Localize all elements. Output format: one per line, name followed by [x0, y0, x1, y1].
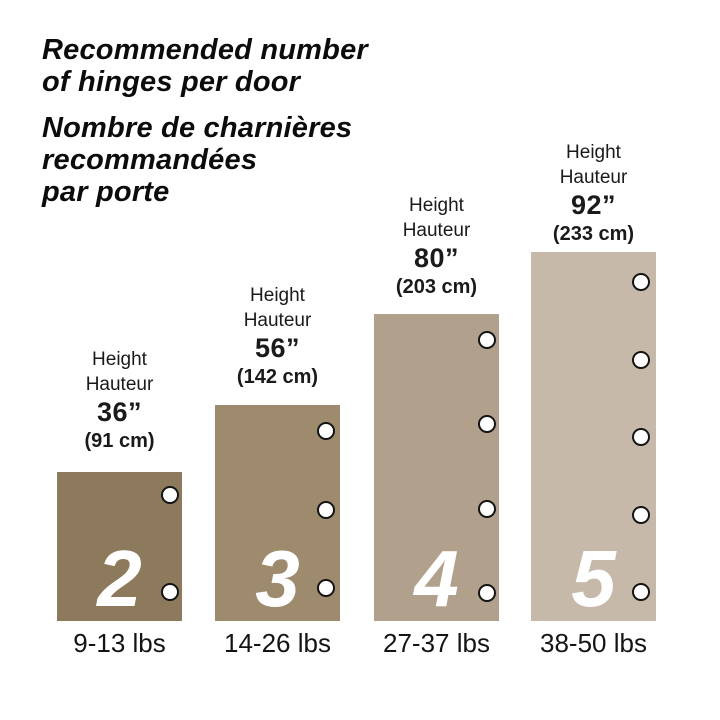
hinge-dot: [317, 422, 335, 440]
title-english: Recommended number of hinges per door: [42, 34, 368, 98]
door-bar: 4: [374, 314, 499, 621]
height-label-en: Height: [92, 349, 147, 370]
weight-range-label: 14-26 lbs: [224, 628, 331, 658]
hinge-dot: [478, 415, 496, 433]
hinge-dot: [317, 501, 335, 519]
hinge-dot: [161, 486, 179, 504]
door-height-label-stack: Height Hauteur 80” (203 cm): [342, 193, 532, 300]
height-cm-value: (142 cm): [236, 366, 319, 388]
hinge-count-number: 3: [255, 534, 300, 623]
height-inches-value: 92”: [570, 190, 617, 220]
height-cm-value: (91 cm): [84, 430, 155, 452]
title-french-line3: par porte: [42, 176, 170, 208]
hinge-count-number: 2: [97, 534, 142, 623]
weight-range-label: 27-37 lbs: [383, 628, 490, 658]
title-french: Nombre de charnières recommandées par po…: [42, 112, 352, 208]
title-english-line1: Recommended number: [42, 34, 368, 66]
height-label-fr: Hauteur: [402, 220, 471, 241]
door-height-label-stack: Height Hauteur 56” (142 cm): [183, 283, 373, 390]
door-height-label-stack: Height Hauteur 92” (233 cm): [499, 140, 689, 247]
door-bar: 3: [215, 405, 340, 621]
hinge-dot: [478, 500, 496, 518]
height-label-fr: Hauteur: [243, 310, 312, 331]
title-english-line2: of hinges per door: [42, 66, 301, 98]
height-cm-value: (203 cm): [395, 276, 478, 298]
hinge-dot: [632, 351, 650, 369]
hinge-dot: [317, 579, 335, 597]
hinge-dot: [161, 583, 179, 601]
hinge-dot: [478, 584, 496, 602]
hinge-dot: [632, 273, 650, 291]
height-inches-value: 36”: [96, 397, 143, 427]
hinge-dot: [632, 506, 650, 524]
hinge-dot: [632, 428, 650, 446]
height-label-en: Height: [250, 285, 305, 306]
height-label-fr: Hauteur: [559, 167, 628, 188]
height-inches-value: 80”: [413, 243, 460, 273]
title-french-line2: recommandées: [42, 144, 258, 176]
height-label-en: Height: [409, 195, 464, 216]
door-bar: 5: [531, 252, 656, 621]
weight-range-label: 9-13 lbs: [73, 628, 166, 658]
title-french-line1: Nombre de charnières: [42, 112, 353, 144]
hinge-dot: [632, 583, 650, 601]
height-inches-value: 56”: [254, 333, 301, 363]
door-bar: 2: [57, 472, 182, 621]
height-cm-value: (233 cm): [552, 223, 635, 245]
height-label-fr: Hauteur: [85, 374, 154, 395]
weight-range-label: 38-50 lbs: [540, 628, 647, 658]
height-label-en: Height: [566, 142, 621, 163]
door-height-label-stack: Height Hauteur 36” (91 cm): [25, 347, 215, 454]
hinge-dot: [478, 331, 496, 349]
hinge-count-number: 5: [571, 534, 616, 623]
hinge-count-number: 4: [414, 534, 459, 623]
